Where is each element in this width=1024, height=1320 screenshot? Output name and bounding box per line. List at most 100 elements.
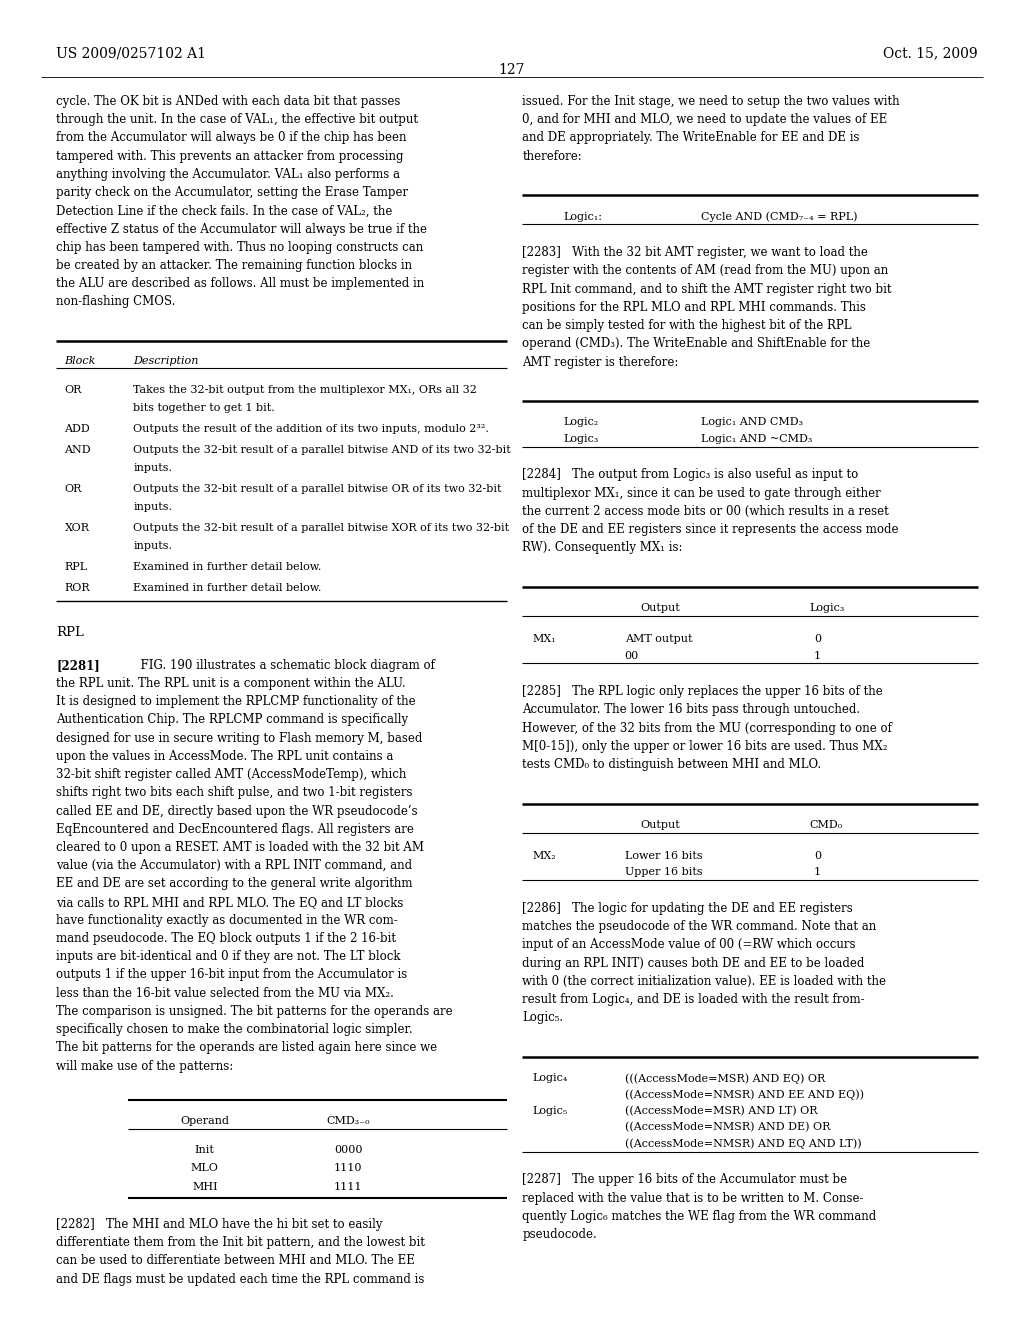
Text: Detection Line if the check fails. In the case of VAL₂, the: Detection Line if the check fails. In th… xyxy=(56,205,392,218)
Text: 127: 127 xyxy=(499,63,525,78)
Text: be created by an attacker. The remaining function blocks in: be created by an attacker. The remaining… xyxy=(56,259,413,272)
Text: inputs are bit-identical and 0 if they are not. The LT block: inputs are bit-identical and 0 if they a… xyxy=(56,950,400,964)
Text: Description: Description xyxy=(133,355,199,366)
Text: result from Logic₄, and DE is loaded with the result from-: result from Logic₄, and DE is loaded wit… xyxy=(522,993,865,1006)
Text: from the Accumulator will always be 0 if the chip has been: from the Accumulator will always be 0 if… xyxy=(56,132,407,144)
Text: Logic₅.: Logic₅. xyxy=(522,1011,563,1024)
Text: FIG. 190 illustrates a schematic block diagram of: FIG. 190 illustrates a schematic block d… xyxy=(133,659,435,672)
Text: inputs.: inputs. xyxy=(133,541,172,552)
Text: [2281]: [2281] xyxy=(56,659,100,672)
Text: 1110: 1110 xyxy=(334,1163,362,1173)
Text: Examined in further detail below.: Examined in further detail below. xyxy=(133,583,322,593)
Text: Operand: Operand xyxy=(180,1115,229,1126)
Text: The bit patterns for the operands are listed again here since we: The bit patterns for the operands are li… xyxy=(56,1041,437,1055)
Text: 1111: 1111 xyxy=(334,1181,362,1192)
Text: XOR: XOR xyxy=(65,523,89,533)
Text: Logic₃: Logic₃ xyxy=(809,603,845,614)
Text: 0: 0 xyxy=(814,634,821,644)
Text: Upper 16 bits: Upper 16 bits xyxy=(625,867,702,878)
Text: However, of the 32 bits from the MU (corresponding to one of: However, of the 32 bits from the MU (cor… xyxy=(522,722,892,735)
Text: chip has been tampered with. Thus no looping constructs can: chip has been tampered with. Thus no loo… xyxy=(56,240,424,253)
Text: RW). Consequently MX₁ is:: RW). Consequently MX₁ is: xyxy=(522,541,683,554)
Text: cycle. The OK bit is ANDed with each data bit that passes: cycle. The OK bit is ANDed with each dat… xyxy=(56,95,400,108)
Text: Cycle AND (CMD₇₋₄ = RPL): Cycle AND (CMD₇₋₄ = RPL) xyxy=(701,211,858,222)
Text: Logic₅: Logic₅ xyxy=(532,1106,567,1115)
Text: of the DE and EE registers since it represents the access mode: of the DE and EE registers since it repr… xyxy=(522,523,899,536)
Text: inputs.: inputs. xyxy=(133,502,172,512)
Text: ((AccessMode=MSR) AND LT) OR: ((AccessMode=MSR) AND LT) OR xyxy=(625,1106,817,1117)
Text: 00: 00 xyxy=(625,651,639,660)
Text: Output: Output xyxy=(640,820,680,830)
Text: The comparison is unsigned. The bit patterns for the operands are: The comparison is unsigned. The bit patt… xyxy=(56,1005,453,1018)
Text: It is designed to implement the RPLCMP functionality of the: It is designed to implement the RPLCMP f… xyxy=(56,696,416,709)
Text: Examined in further detail below.: Examined in further detail below. xyxy=(133,562,322,573)
Text: AMT output: AMT output xyxy=(625,634,692,644)
Text: ROR: ROR xyxy=(65,583,90,593)
Text: US 2009/0257102 A1: US 2009/0257102 A1 xyxy=(56,46,206,61)
Text: through the unit. In the case of VAL₁, the effective bit output: through the unit. In the case of VAL₁, t… xyxy=(56,114,419,127)
Text: shifts right two bits each shift pulse, and two 1-bit registers: shifts right two bits each shift pulse, … xyxy=(56,787,413,800)
Text: [2284]   The output from Logic₃ is also useful as input to: [2284] The output from Logic₃ is also us… xyxy=(522,469,858,482)
Text: Takes the 32-bit output from the multiplexor MX₁, ORs all 32: Takes the 32-bit output from the multipl… xyxy=(133,384,477,395)
Text: outputs 1 if the upper 16-bit input from the Accumulator is: outputs 1 if the upper 16-bit input from… xyxy=(56,969,408,982)
Text: specifically chosen to make the combinatorial logic simpler.: specifically chosen to make the combinat… xyxy=(56,1023,413,1036)
Text: multiplexor MX₁, since it can be used to gate through either: multiplexor MX₁, since it can be used to… xyxy=(522,487,881,500)
Text: Logic₁ AND CMD₃: Logic₁ AND CMD₃ xyxy=(701,417,804,428)
Text: ADD: ADD xyxy=(65,424,90,434)
Text: M[0-15]), only the upper or lower 16 bits are used. Thus MX₂: M[0-15]), only the upper or lower 16 bit… xyxy=(522,741,888,752)
Text: upon the values in AccessMode. The RPL unit contains a: upon the values in AccessMode. The RPL u… xyxy=(56,750,393,763)
Text: ((AccessMode=NMSR) AND EE AND EQ)): ((AccessMode=NMSR) AND EE AND EQ)) xyxy=(625,1089,863,1100)
Text: Logic₃: Logic₃ xyxy=(563,434,599,444)
Text: register with the contents of AM (read from the MU) upon an: register with the contents of AM (read f… xyxy=(522,264,889,277)
Text: operand (CMD₃). The WriteEnable and ShiftEnable for the: operand (CMD₃). The WriteEnable and Shif… xyxy=(522,338,870,350)
Text: mand pseudocode. The EQ block outputs 1 if the 2 16-bit: mand pseudocode. The EQ block outputs 1 … xyxy=(56,932,396,945)
Text: Lower 16 bits: Lower 16 bits xyxy=(625,851,702,861)
Text: effective Z status of the Accumulator will always be true if the: effective Z status of the Accumulator wi… xyxy=(56,223,427,235)
Text: replaced with the value that is to be written to M. Conse-: replaced with the value that is to be wr… xyxy=(522,1192,863,1205)
Text: Outputs the 32-bit result of a parallel bitwise AND of its two 32-bit: Outputs the 32-bit result of a parallel … xyxy=(133,445,511,455)
Text: can be simply tested for with the highest bit of the RPL: can be simply tested for with the highes… xyxy=(522,319,852,333)
Text: Outputs the 32-bit result of a parallel bitwise OR of its two 32-bit: Outputs the 32-bit result of a parallel … xyxy=(133,484,502,494)
Text: input of an AccessMode value of 00 (=RW which occurs: input of an AccessMode value of 00 (=RW … xyxy=(522,939,856,952)
Text: value (via the Accumulator) with a RPL INIT command, and: value (via the Accumulator) with a RPL I… xyxy=(56,859,413,873)
Text: [2283]   With the 32 bit AMT register, we want to load the: [2283] With the 32 bit AMT register, we … xyxy=(522,247,868,259)
Text: with 0 (the correct initialization value). EE is loaded with the: with 0 (the correct initialization value… xyxy=(522,975,886,987)
Text: Block: Block xyxy=(65,355,96,366)
Text: Logic₁:: Logic₁: xyxy=(563,211,602,222)
Text: differentiate them from the Init bit pattern, and the lowest bit: differentiate them from the Init bit pat… xyxy=(56,1237,425,1249)
Text: inputs.: inputs. xyxy=(133,463,172,473)
Text: MX₁: MX₁ xyxy=(532,634,556,644)
Text: EE and DE are set according to the general write algorithm: EE and DE are set according to the gener… xyxy=(56,878,413,891)
Text: will make use of the patterns:: will make use of the patterns: xyxy=(56,1060,233,1073)
Text: Logic₁ AND ~CMD₃: Logic₁ AND ~CMD₃ xyxy=(701,434,813,444)
Text: RPL Init command, and to shift the AMT register right two bit: RPL Init command, and to shift the AMT r… xyxy=(522,282,892,296)
Text: 1: 1 xyxy=(814,867,821,878)
Text: issued. For the Init stage, we need to setup the two values with: issued. For the Init stage, we need to s… xyxy=(522,95,900,108)
Text: bits together to get 1 bit.: bits together to get 1 bit. xyxy=(133,403,274,413)
Text: Init: Init xyxy=(195,1146,215,1155)
Text: MLO: MLO xyxy=(190,1163,219,1173)
Text: Outputs the result of the addition of its two inputs, modulo 2³².: Outputs the result of the addition of it… xyxy=(133,424,489,434)
Text: Authentication Chip. The RPLCMP command is specifically: Authentication Chip. The RPLCMP command … xyxy=(56,714,409,726)
Text: the current 2 access mode bits or 00 (which results in a reset: the current 2 access mode bits or 00 (wh… xyxy=(522,506,889,517)
Text: OR: OR xyxy=(65,384,82,395)
Text: [2282]   The MHI and MLO have the hi bit set to easily: [2282] The MHI and MLO have the hi bit s… xyxy=(56,1218,383,1232)
Text: tests CMD₀ to distinguish between MHI and MLO.: tests CMD₀ to distinguish between MHI an… xyxy=(522,758,821,771)
Text: EqEncountered and DecEncountered flags. All registers are: EqEncountered and DecEncountered flags. … xyxy=(56,822,414,836)
Text: CMD₃₋₀: CMD₃₋₀ xyxy=(327,1115,370,1126)
Text: cleared to 0 upon a RESET. AMT is loaded with the 32 bit AM: cleared to 0 upon a RESET. AMT is loaded… xyxy=(56,841,424,854)
Text: during an RPL INIT) causes both DE and EE to be loaded: during an RPL INIT) causes both DE and E… xyxy=(522,957,864,970)
Text: quently Logic₆ matches the WE flag from the WR command: quently Logic₆ matches the WE flag from … xyxy=(522,1210,877,1222)
Text: parity check on the Accumulator, setting the Erase Tamper: parity check on the Accumulator, setting… xyxy=(56,186,409,199)
Text: AND: AND xyxy=(65,445,91,455)
Text: [2286]   The logic for updating the DE and EE registers: [2286] The logic for updating the DE and… xyxy=(522,902,853,915)
Text: 0: 0 xyxy=(814,851,821,861)
Text: Logic₄: Logic₄ xyxy=(532,1073,568,1084)
Text: have functionality exactly as documented in the WR com-: have functionality exactly as documented… xyxy=(56,913,398,927)
Text: positions for the RPL MLO and RPL MHI commands. This: positions for the RPL MLO and RPL MHI co… xyxy=(522,301,866,314)
Text: designed for use in secure writing to Flash memory M, based: designed for use in secure writing to Fl… xyxy=(56,731,423,744)
Text: 0, and for MHI and MLO, we need to update the values of EE: 0, and for MHI and MLO, we need to updat… xyxy=(522,114,888,127)
Text: ((AccessMode=NMSR) AND EQ AND LT)): ((AccessMode=NMSR) AND EQ AND LT)) xyxy=(625,1139,861,1150)
Text: anything involving the Accumulator. VAL₁ also performs a: anything involving the Accumulator. VAL₁… xyxy=(56,168,400,181)
Text: Outputs the 32-bit result of a parallel bitwise XOR of its two 32-bit: Outputs the 32-bit result of a parallel … xyxy=(133,523,509,533)
